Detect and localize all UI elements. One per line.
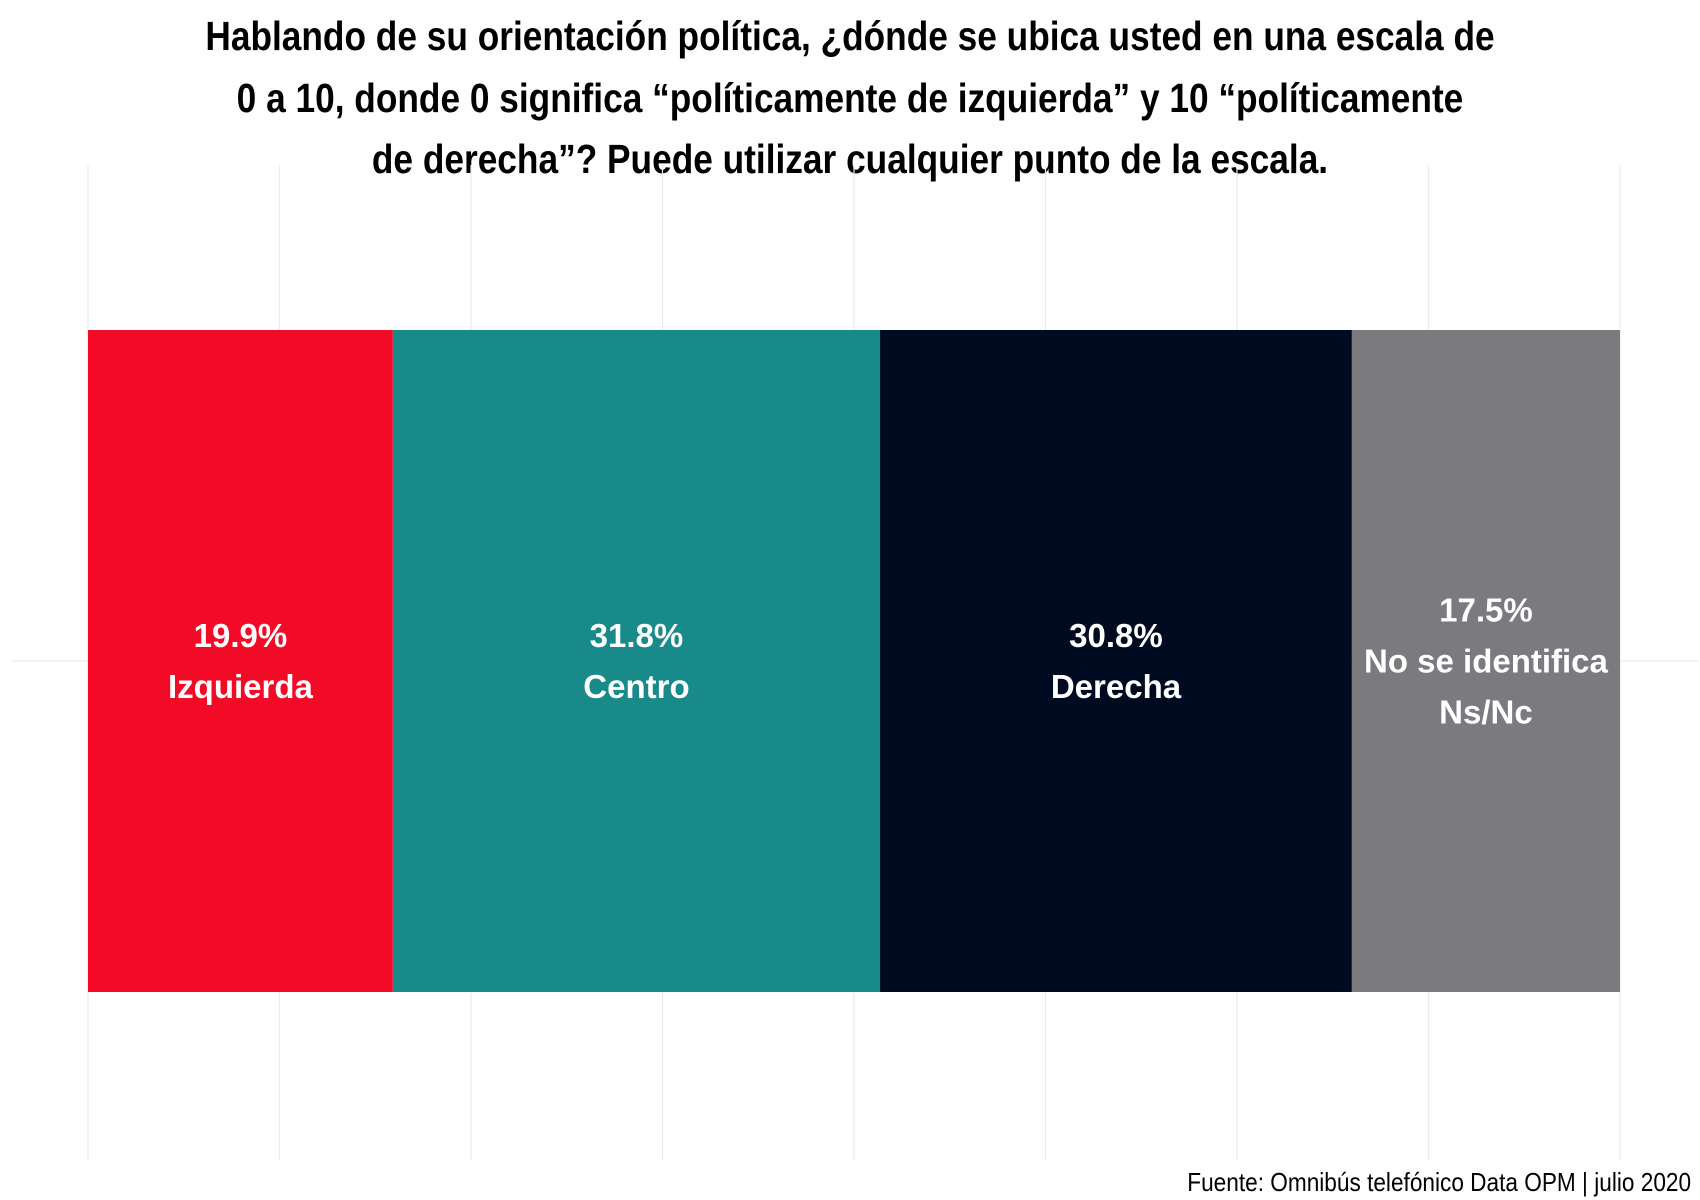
bar-category-label: No se identifica <box>1364 643 1609 680</box>
title-line: de derecha”? Puede utilizar cualquier pu… <box>371 136 1329 182</box>
source-caption: Fuente: Omnibús telefónico Data OPM | ju… <box>1187 1167 1691 1197</box>
bar-category-label: Centro <box>583 668 689 705</box>
bar-segment <box>1351 330 1620 992</box>
bar-segment <box>880 330 1352 992</box>
bar-segments <box>88 330 1620 992</box>
chart-title: Hablando de su orientación política, ¿dó… <box>119 6 1581 191</box>
bar-value-label: 19.9% <box>194 617 288 654</box>
title-line: Hablando de su orientación política, ¿dó… <box>205 13 1495 59</box>
bar-segment <box>392 330 881 992</box>
bar-value-label: 30.8% <box>1069 617 1163 654</box>
bar-category-label: Ns/Nc <box>1439 694 1533 731</box>
bar-value-label: 31.8% <box>590 617 684 654</box>
bar-value-label: 17.5% <box>1439 592 1533 629</box>
bar-category-label: Derecha <box>1051 668 1182 705</box>
data-labels: 19.9% Izquierda 31.8% Centro 30.8% Derecha 17.… <box>168 592 1609 731</box>
title-line: 0 a 10, donde 0 significa “políticamente… <box>236 74 1464 121</box>
bar-segment <box>88 330 393 992</box>
bar-category-label: Izquierda <box>168 668 314 705</box>
